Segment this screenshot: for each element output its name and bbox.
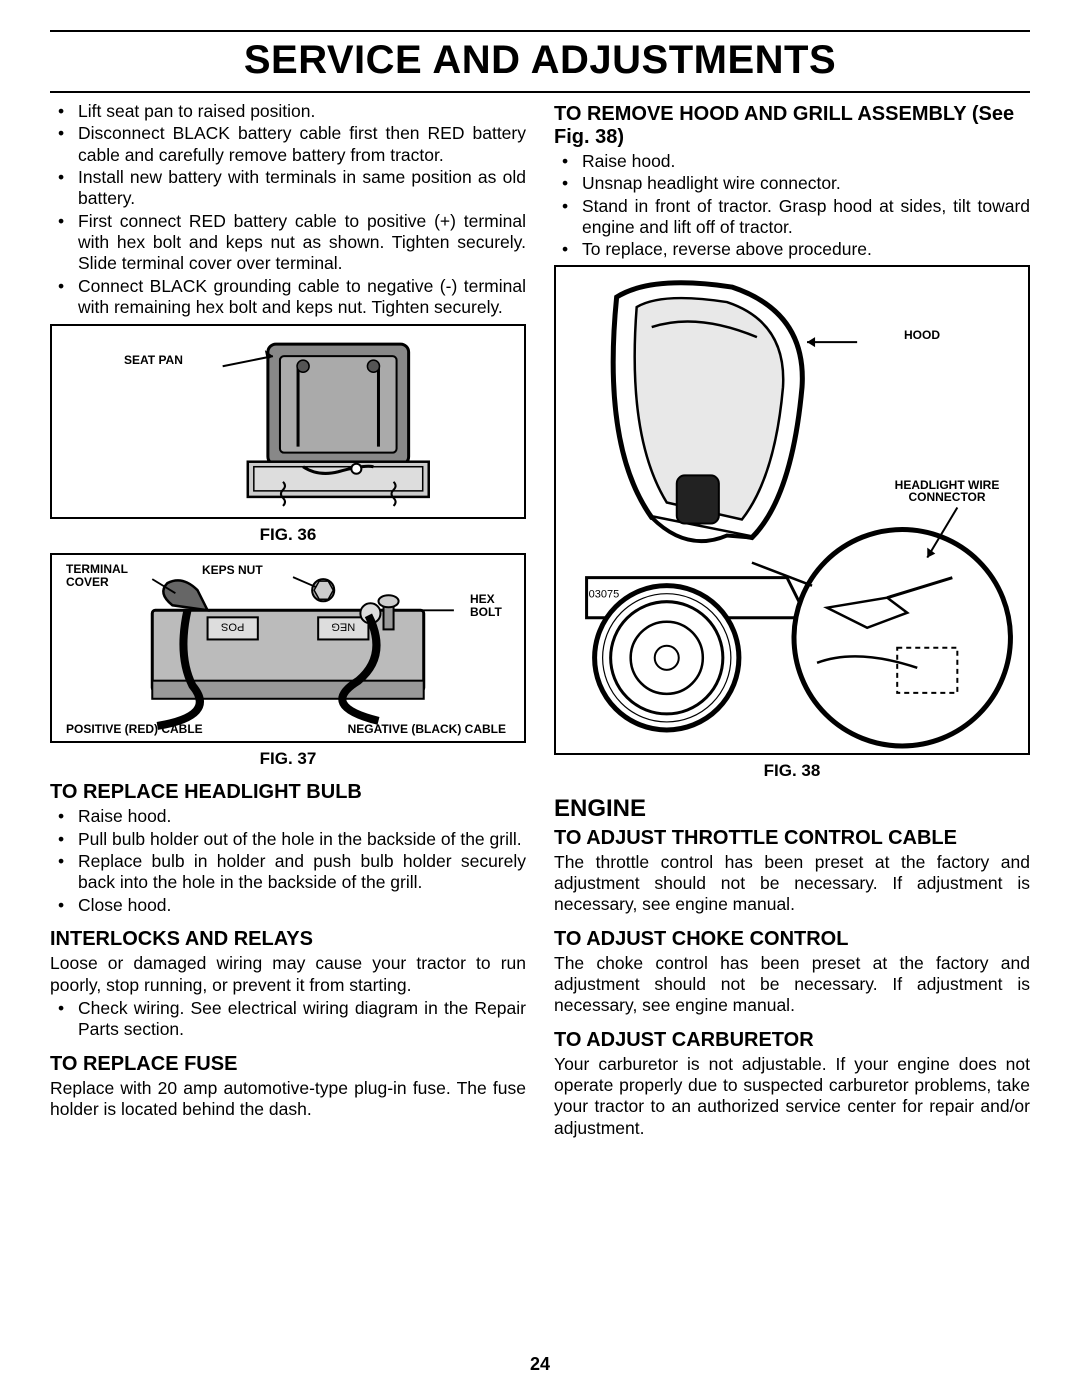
- fig38-hood-label: HOOD: [904, 329, 940, 342]
- list-item: Disconnect BLACK battery cable first the…: [78, 123, 526, 166]
- list-item: Raise hood.: [78, 806, 526, 827]
- headlight-steps: Raise hood. Pull bulb holder out of the …: [50, 806, 526, 916]
- fig37-pos-cable-label: POSITIVE (RED) CABLE: [66, 723, 203, 736]
- content-columns: Lift seat pan to raised position. Discon…: [50, 101, 1030, 1141]
- page-number: 24: [0, 1354, 1080, 1375]
- interlocks-steps: Check wiring. See electrical wiring diag…: [50, 998, 526, 1041]
- throttle-body: The throttle control has been preset at …: [554, 852, 1030, 916]
- figure-36: SEAT PAN: [50, 324, 526, 519]
- list-item: Unsnap headlight wire connector.: [582, 173, 1030, 194]
- list-item: First connect RED battery cable to posit…: [78, 211, 526, 275]
- list-item: Lift seat pan to raised position.: [78, 101, 526, 122]
- list-item: Close hood.: [78, 895, 526, 916]
- fig37-terminal-cover-label: TERMINAL COVER: [66, 563, 146, 588]
- fig38-partno: 03075: [589, 588, 620, 600]
- list-item: Replace bulb in holder and push bulb hol…: [78, 851, 526, 894]
- fig37-caption: FIG. 37: [50, 749, 526, 769]
- carb-heading: TO ADJUST CARBURETOR: [554, 1029, 1030, 1052]
- interlocks-body: Loose or damaged wiring may cause your t…: [50, 953, 526, 996]
- choke-heading: TO ADJUST CHOKE CONTROL: [554, 928, 1030, 951]
- fig37-hex-bolt-label: HEX BOLT: [470, 593, 514, 618]
- right-column: TO REMOVE HOOD AND GRILL ASSEMBLY (See F…: [554, 101, 1030, 1141]
- fig37-neg-cable-label: NEGATIVE (BLACK) CABLE: [348, 723, 506, 736]
- top-rule: [50, 30, 1030, 32]
- list-item: Check wiring. See electrical wiring diag…: [78, 998, 526, 1041]
- list-item: Connect BLACK grounding cable to negativ…: [78, 276, 526, 319]
- svg-text:POS: POS: [221, 621, 244, 633]
- hood-heading: TO REMOVE HOOD AND GRILL ASSEMBLY (See F…: [554, 103, 1030, 149]
- choke-body: The choke control has been preset at the…: [554, 953, 1030, 1017]
- fig37-keps-nut-label: KEPS NUT: [202, 564, 263, 577]
- fuse-heading: TO REPLACE FUSE: [50, 1053, 526, 1076]
- interlocks-heading: INTERLOCKS AND RELAYS: [50, 928, 526, 951]
- figure-37: POS NEG TERMINAL COVER: [50, 553, 526, 743]
- list-item: Install new battery with terminals in sa…: [78, 167, 526, 210]
- throttle-heading: TO ADJUST THROTTLE CONTROL CABLE: [554, 827, 1030, 850]
- engine-heading: ENGINE: [554, 795, 1030, 823]
- list-item: Stand in front of tractor. Grasp hood at…: [582, 196, 1030, 239]
- battery-steps-list: Lift seat pan to raised position. Discon…: [50, 101, 526, 318]
- fig38-caption: FIG. 38: [554, 761, 1030, 781]
- fuse-body: Replace with 20 amp automotive-type plug…: [50, 1078, 526, 1121]
- list-item: Pull bulb holder out of the hole in the …: [78, 829, 526, 850]
- left-column: Lift seat pan to raised position. Discon…: [50, 101, 526, 1141]
- title-underline: [50, 91, 1030, 93]
- list-item: To replace, reverse above procedure.: [582, 239, 1030, 260]
- list-item: Raise hood.: [582, 151, 1030, 172]
- fig38-connector-label: HEADLIGHT WIRE CONNECTOR: [882, 479, 1012, 504]
- svg-text:NEG: NEG: [331, 621, 355, 633]
- headlight-heading: TO REPLACE HEADLIGHT BULB: [50, 781, 526, 804]
- fig36-caption: FIG. 36: [50, 525, 526, 545]
- fig36-seatpan-label: SEAT PAN: [124, 354, 183, 367]
- carb-body: Your carburetor is not adjustable. If yo…: [554, 1054, 1030, 1139]
- hood-steps: Raise hood. Unsnap headlight wire connec…: [554, 151, 1030, 261]
- figure-38: 03075 HOOD HEADLIGHT WIRE CONNECTOR: [554, 265, 1030, 755]
- page-title: Service And Adjustments: [50, 38, 1030, 83]
